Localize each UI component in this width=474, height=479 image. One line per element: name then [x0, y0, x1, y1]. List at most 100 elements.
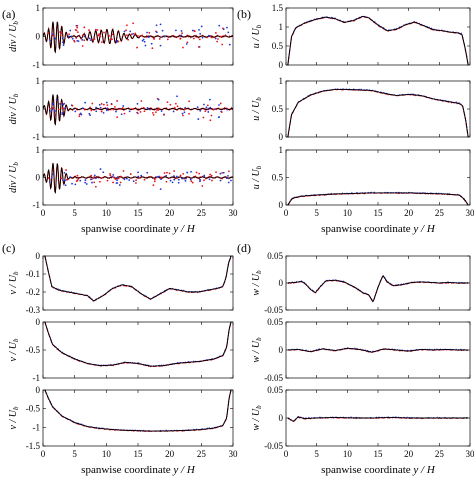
y-tick-label: -0.5 [26, 345, 41, 355]
axis-frame [42, 80, 234, 138]
scatter-point [182, 46, 184, 49]
y-tick-label: 0 [36, 104, 41, 114]
plot-area [43, 21, 233, 54]
subplot-0-0: -1 0 1 [33, 3, 234, 70]
scatter-point [199, 109, 202, 112]
plot-area [287, 15, 469, 65]
y-label-ub-sub: b [255, 270, 263, 274]
y-axis-label-text: div / Ub [8, 162, 20, 193]
scatter-point [105, 101, 108, 104]
scatter-point [146, 31, 148, 34]
y-label-symbol: u [251, 184, 262, 189]
scatter-point [50, 176, 53, 179]
scatter-point [49, 39, 52, 42]
series-line-black [44, 256, 232, 302]
scatter-point [92, 39, 95, 41]
scatter-point [81, 107, 84, 110]
scatter-point [61, 179, 64, 182]
x-tick-label: 0 [41, 208, 46, 218]
y-axis-label-text: w / Ub [251, 405, 263, 431]
scatter-point [64, 179, 66, 182]
scatter-point [128, 110, 131, 113]
scatter-point [203, 103, 205, 106]
scatter-point [220, 111, 223, 113]
y-tick-label: 0.05 [267, 317, 283, 327]
scatter-point [211, 179, 213, 182]
scatter-point [206, 104, 209, 107]
scatter-point [132, 32, 135, 35]
scatter-point [172, 175, 175, 178]
scatter-point [181, 112, 184, 115]
scatter-point [176, 105, 179, 108]
scatter-point [116, 116, 119, 119]
scatter-point [123, 178, 126, 181]
x-tick-label: 10 [343, 449, 353, 459]
scatter-point [132, 108, 135, 110]
series-line-black [287, 192, 469, 205]
y-axis-label-text: div / Ub [8, 93, 20, 124]
scatter-point [79, 112, 82, 115]
scatter-point [158, 38, 161, 40]
y-axis-label-text: v / Ub [8, 406, 20, 429]
scatter-point [74, 28, 77, 31]
scatter-point [141, 34, 144, 37]
scatter-point [141, 39, 144, 42]
scatter-point [161, 29, 164, 32]
scatter-point [227, 174, 229, 177]
x-tick-label: 10 [102, 208, 112, 218]
scatter-point [221, 43, 224, 46]
y-label-symbol: u [251, 43, 262, 48]
scatter-point [227, 31, 230, 34]
y-tick-label: 1 [279, 145, 284, 155]
scatter-point [142, 38, 145, 41]
scatter-point [84, 101, 87, 104]
y-tick-label: 0 [279, 200, 284, 210]
scatter-point [204, 110, 207, 113]
y-tick-label: -0.2 [26, 287, 40, 297]
y-label-ub: U [8, 165, 19, 173]
scatter-point [160, 110, 163, 112]
y-axis-label-text: w / Ub [251, 337, 263, 363]
scatter-point [201, 185, 204, 187]
y-axis-label: v / Ub [8, 338, 20, 361]
scatter-point [215, 171, 217, 174]
x-axis-label-var: y / H [172, 223, 195, 235]
scatter-point [93, 174, 96, 177]
scatter-point [159, 188, 162, 191]
series-line-black [287, 15, 469, 65]
y-label-divider: / [251, 176, 262, 184]
scatter-point [136, 46, 138, 49]
scatter-point [71, 37, 74, 40]
y-tick-label: 0.5 [272, 41, 284, 51]
scatter-point [151, 47, 154, 50]
scatter-point [209, 173, 212, 176]
scatter-point [83, 39, 86, 42]
axis-frame [285, 80, 471, 138]
scatter-point [93, 38, 96, 40]
x-tick-label: 20 [165, 208, 175, 218]
axis-frame [285, 7, 471, 66]
plot-area [287, 415, 469, 423]
scatter-point [177, 181, 180, 184]
scatter-point [132, 180, 135, 183]
scatter-point [94, 28, 97, 31]
scatter-point [205, 106, 208, 109]
scatter-point [109, 173, 112, 175]
scatter-point [152, 184, 155, 187]
y-tick-label: 0 [36, 251, 41, 261]
x-axis-label: spanwise coordinate y / H [81, 223, 196, 235]
x-axis-label: spanwise coordinate y / H [321, 223, 436, 235]
y-label-divider: / [8, 173, 19, 181]
x-axis-label-var: y / H [412, 464, 435, 476]
y-tick-label: 1.5 [272, 3, 284, 13]
x-tick-label: 25 [435, 208, 445, 218]
y-label-divider: / [8, 282, 19, 290]
scatter-point [219, 35, 222, 38]
scatter-point [102, 112, 105, 114]
scatter-point [53, 110, 56, 112]
x-axis-label-main: spanwise coordinate [321, 223, 413, 235]
scatter-point [122, 105, 125, 107]
y-label-ub: U [8, 96, 19, 104]
scatter-point [84, 181, 87, 184]
